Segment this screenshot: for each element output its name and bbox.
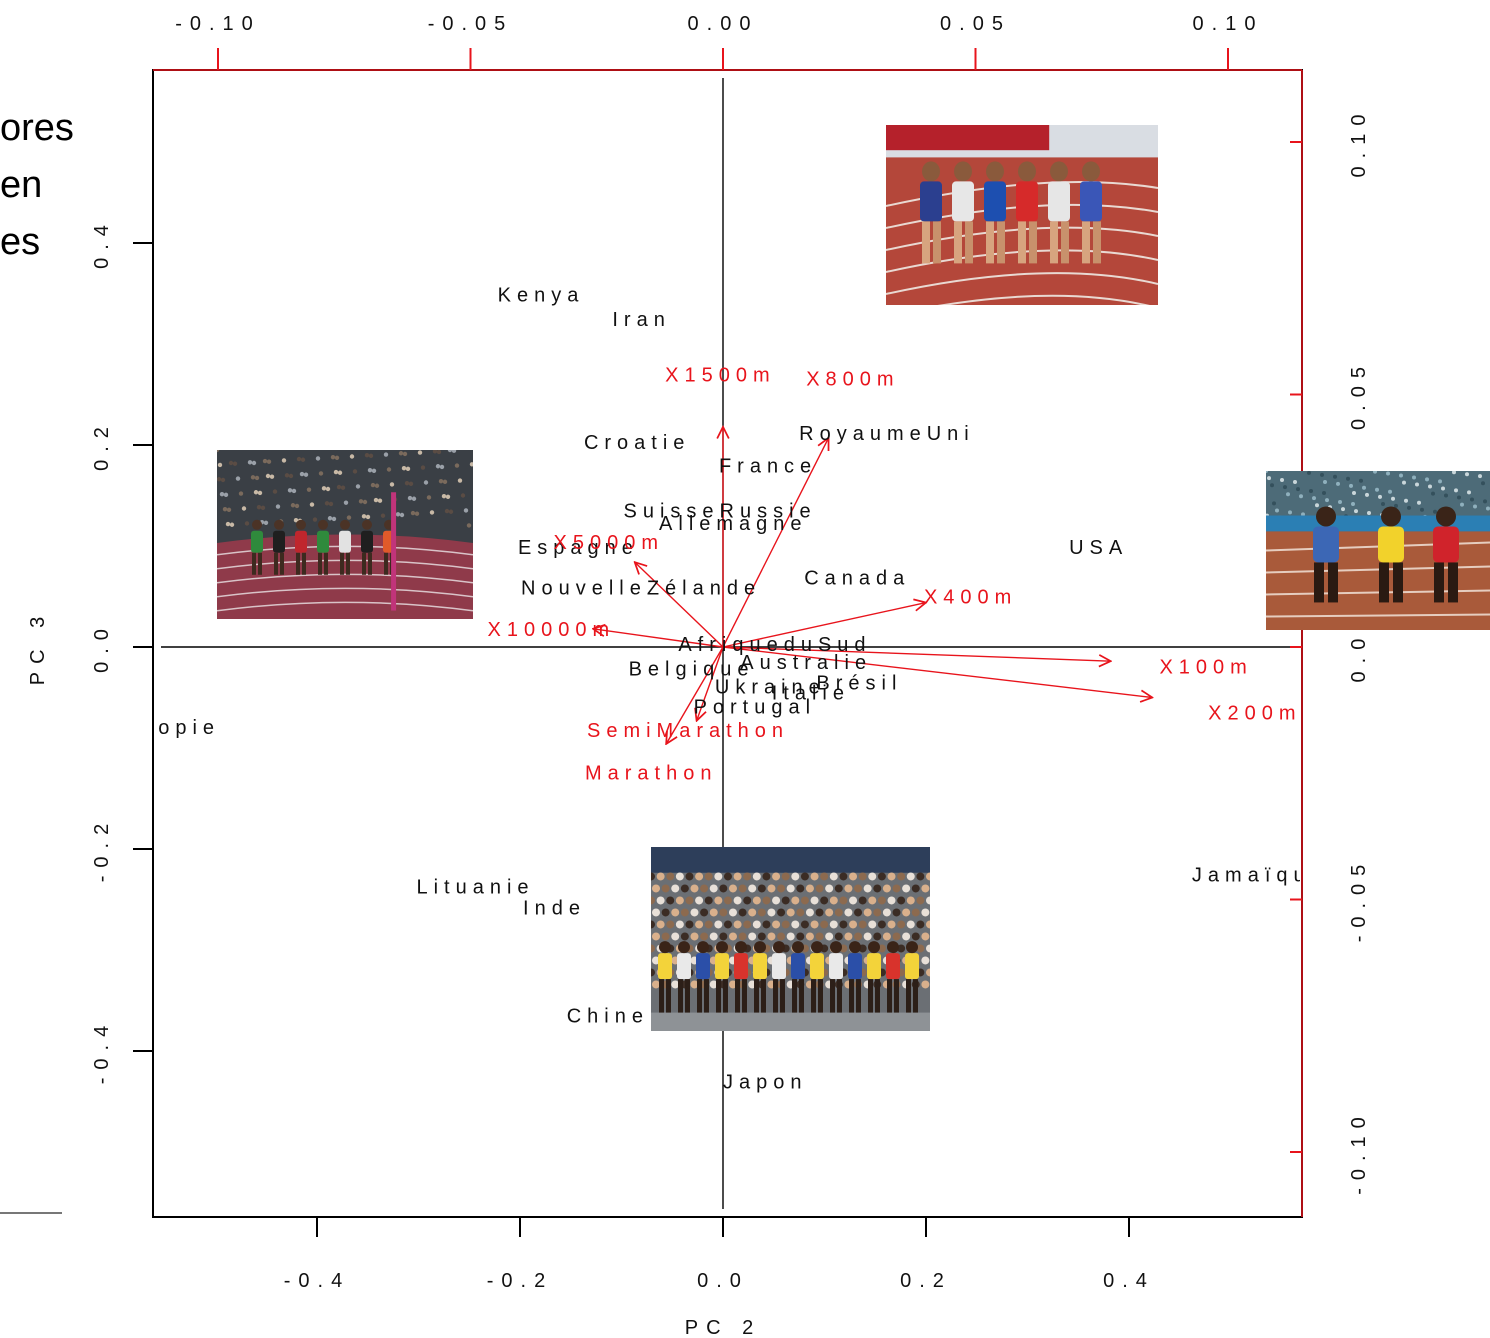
right-tick-label: 0.10	[1348, 107, 1370, 178]
observation-label: NouvelleZélande	[521, 577, 761, 599]
variable-label: X1500m	[665, 364, 776, 386]
top-tick-label: -0.05	[428, 13, 514, 35]
marathon-crowd-photo-art	[651, 847, 930, 1031]
loading-arrow-x5000m	[635, 562, 724, 648]
observation-label: Ukraine	[715, 676, 826, 698]
observation-label: Japon	[723, 1071, 808, 1093]
variable-label: X10000m	[488, 619, 616, 641]
loading-arrow-x100m	[722, 646, 1111, 661]
observation-label: Lituanie	[416, 876, 534, 898]
observation-label: Croatie	[584, 432, 690, 454]
x-tick-label: -0.2	[487, 1270, 553, 1292]
variable-label: SemiMarathon	[587, 720, 789, 742]
observation-label: Italie	[772, 683, 850, 705]
y-tick-label: 0.4	[91, 217, 113, 269]
observation-label: Chine	[567, 1006, 649, 1028]
variable-label: Marathon	[585, 762, 718, 784]
loading-arrow-semimarathon	[697, 646, 724, 721]
observation-label: Iran	[612, 309, 670, 331]
variable-label: X400m	[924, 587, 1017, 609]
right-tick-label: -0.10	[1348, 1109, 1370, 1195]
slide-body-text: ores en es	[0, 100, 74, 271]
slide-text-line: en	[0, 164, 43, 206]
observation-label: SuisseRussie	[624, 501, 817, 523]
slide-text-line: es	[0, 221, 41, 263]
slide-divider	[0, 1212, 62, 1214]
observation-label: Belgique	[629, 658, 755, 680]
observation-label: Espagne	[518, 537, 639, 559]
x-tick-label: 0.0	[697, 1270, 749, 1292]
x-tick-label: 0.4	[1103, 1270, 1155, 1292]
top-tick-label: 0.00	[688, 13, 759, 35]
y-tick-label: 0.0	[91, 621, 113, 673]
right-tick-label: -0.05	[1348, 857, 1370, 943]
observation-label: Éthiopie	[100, 716, 220, 739]
top-tick-label: -0.10	[175, 13, 261, 35]
x-tick-label: 0.2	[900, 1270, 952, 1292]
observation-label: Canada	[804, 567, 910, 589]
long-distance-race-photo	[217, 450, 473, 619]
variable-label: X800m	[806, 368, 899, 390]
x-axis-title: PC 2	[685, 1317, 761, 1338]
observation-label: RoyaumeUni	[799, 423, 975, 445]
observation-label: Allemagne	[659, 513, 808, 535]
right-tick-label: 0.05	[1348, 359, 1370, 430]
loading-arrow-x10000m	[593, 629, 724, 648]
marathon-crowd-photo	[651, 847, 930, 1031]
observation-label: Inde	[523, 898, 586, 920]
sprint-race-photo-art	[1266, 471, 1490, 630]
loading-arrow-x800m	[722, 438, 829, 648]
observation-label: Kenya	[498, 285, 585, 307]
observation-label: USA	[1069, 537, 1128, 559]
variable-label: X100m	[1159, 656, 1252, 678]
top-tick-label: 0.10	[1193, 13, 1264, 35]
observation-label: AfriqueduSud	[678, 634, 871, 656]
observation-label: Portugal	[694, 697, 817, 719]
observation-label: France	[719, 455, 817, 477]
y-tick-label: 0.2	[91, 419, 113, 471]
observation-label: Australie	[740, 652, 872, 674]
loading-arrow-x200m	[722, 646, 1152, 698]
long-distance-race-photo-art	[217, 450, 473, 619]
top-tick-label: 0.05	[940, 13, 1011, 35]
observation-label: Jamaïque	[1192, 864, 1328, 886]
loading-arrow-marathon	[666, 646, 724, 744]
slide-text-line: ores	[0, 107, 74, 149]
observation-label: Brésil	[816, 672, 902, 694]
variable-label: X200m	[1208, 703, 1301, 725]
middle-distance-race-photo	[886, 125, 1158, 305]
y-axis-title: PC 3	[27, 609, 49, 685]
y-tick-label: -0.2	[91, 816, 113, 882]
x-tick-label: -0.4	[284, 1270, 350, 1292]
variable-label: X5000m	[553, 532, 664, 554]
y-tick-label: -0.4	[91, 1018, 113, 1084]
sprint-race-photo	[1266, 471, 1490, 630]
middle-distance-race-photo-art	[886, 125, 1158, 305]
loading-arrow-x400m	[722, 603, 926, 648]
